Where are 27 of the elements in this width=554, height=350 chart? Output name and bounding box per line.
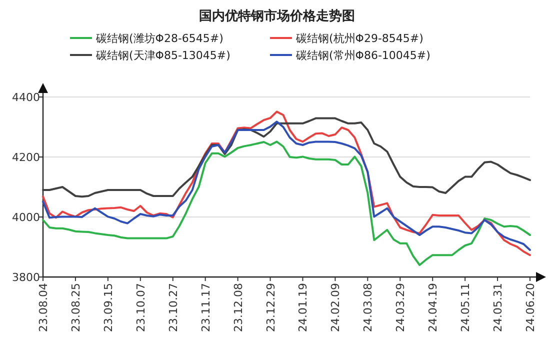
x-tick-label: 24.02.09 (329, 283, 342, 332)
x-tick-label: 23.12.29 (264, 283, 278, 332)
line-series (42, 140, 531, 266)
x-tick-label: 24.06.20 (524, 283, 537, 332)
chart-title: 国内优特钢市场价格走势图 (199, 8, 355, 24)
x-tick-label: 23.10.07 (134, 283, 148, 332)
x-tick-label: 24.04.19 (426, 283, 440, 332)
legend-label: 碳结钢(潍坊Φ28-6545#) (95, 32, 224, 45)
y-tick-label: 4400 (12, 91, 40, 104)
x-tick-label: 23.09.15 (102, 283, 115, 332)
x-tick-label: 24.05.31 (492, 283, 505, 332)
x-tick-label: 23.12.08 (232, 283, 245, 332)
legend-label: 碳结钢(常州Φ86-10045#) (295, 49, 430, 62)
x-tick-label: 24.03.29 (394, 283, 408, 332)
y-tick-label: 4200 (12, 151, 40, 164)
legend-label: 碳结钢(杭州Φ29-8545#) (295, 32, 424, 45)
x-tick-label: 23.08.04 (37, 283, 50, 332)
line-series (42, 117, 531, 198)
x-tick-label: 24.05.11 (459, 283, 472, 332)
x-tick-label: 23.11.17 (199, 283, 212, 332)
x-tick-label: 23.08.25 (69, 283, 82, 332)
x-tick-label: 23.10.27 (166, 283, 180, 332)
x-tick-label: 24.03.08 (362, 283, 375, 332)
y-tick-label: 4000 (12, 211, 40, 224)
x-tick-label: 24.01.19 (296, 283, 310, 332)
legend-label: 碳结钢(天津Φ85-13045#) (95, 49, 230, 62)
y-tick-label: 3800 (12, 271, 40, 284)
